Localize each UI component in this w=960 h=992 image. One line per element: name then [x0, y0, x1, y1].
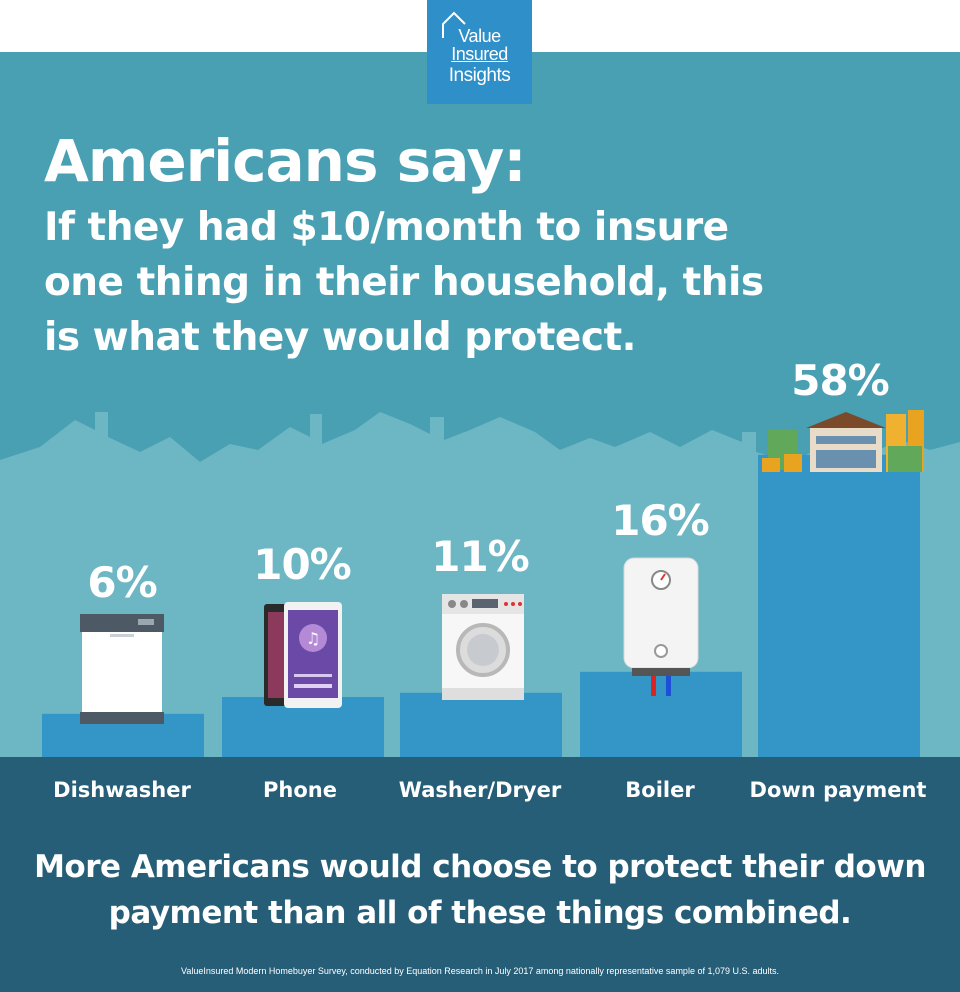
bar-boiler — [580, 671, 742, 757]
skyline-silhouette — [0, 412, 960, 757]
takeaway-text: More Americans would choose to protect t… — [34, 849, 926, 931]
headline: Americans say: — [44, 127, 527, 195]
smartphone-icon: ♫ — [264, 602, 342, 708]
bar-down-payment — [758, 454, 920, 757]
subheadline: If they had $10/month to insure one thin… — [44, 205, 764, 360]
logo-line-insured: Insured — [451, 44, 508, 64]
category-label-washer-dryer: Washer/Dryer — [398, 778, 562, 802]
water-heater-icon — [623, 557, 699, 696]
washing-machine-icon — [442, 594, 524, 700]
source-note: ValueInsured Modern Homebuyer Survey, co… — [180, 966, 779, 976]
logo-line-value: Value — [458, 26, 501, 46]
value-label-washer-dryer: 11% — [431, 532, 530, 581]
logo-line-insights: Insights — [448, 65, 511, 86]
category-label-boiler: Boiler — [625, 778, 695, 802]
value-label-down-payment: 58% — [791, 356, 890, 405]
footer-panel — [0, 757, 960, 992]
dishwasher-icon — [80, 614, 164, 724]
value-label-phone: 10% — [253, 540, 352, 589]
value-insured-logo: Value Insured Insights — [427, 0, 532, 104]
category-label-down-payment: Down payment — [749, 778, 927, 802]
value-label-boiler: 16% — [611, 496, 710, 545]
svg-text:♫: ♫ — [306, 629, 320, 648]
value-label-dishwasher: 6% — [87, 558, 157, 607]
house-with-money-icon — [762, 410, 924, 472]
house-outline-icon — [442, 11, 466, 38]
category-label-dishwasher: Dishwasher — [53, 778, 191, 802]
category-label-phone: Phone — [263, 778, 337, 802]
bar-washer-dryer — [400, 692, 562, 757]
